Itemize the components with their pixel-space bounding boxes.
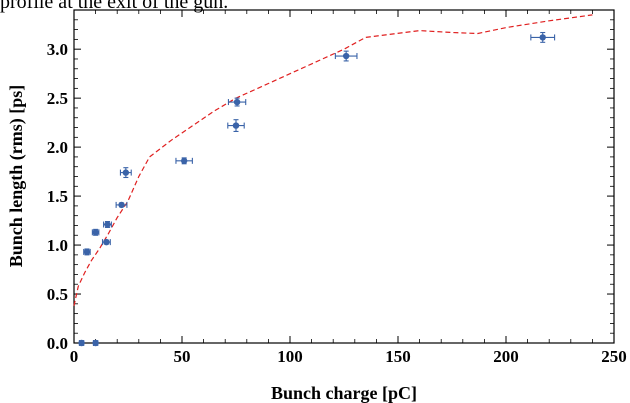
y-tick-label: 2.5 — [47, 89, 68, 108]
data-point-marker — [180, 157, 188, 165]
data-point — [115, 201, 128, 209]
y-tick-labels: 0.0 0.5 1.0 1.5 2.0 2.5 3.0 — [47, 40, 68, 353]
data-point — [175, 157, 193, 165]
y-tick-label: 1.0 — [47, 236, 68, 255]
data-point-marker — [83, 248, 91, 256]
y-tick-label: 1.5 — [47, 187, 68, 206]
data-point — [78, 339, 85, 347]
data-point-marker — [103, 238, 110, 246]
data-point — [92, 339, 99, 347]
data-point — [83, 248, 91, 256]
x-tick-label: 0 — [70, 347, 79, 366]
data-point-marker — [92, 229, 99, 236]
data-point — [334, 50, 358, 62]
data-point — [101, 238, 111, 246]
data-point — [530, 31, 556, 43]
data-point-marker — [122, 169, 130, 176]
x-axis-title: Bunch charge [pC] — [271, 383, 417, 403]
data-point — [227, 119, 245, 132]
axis-ticks — [73, 10, 615, 344]
data-point — [103, 221, 112, 228]
simulation-dashed-line — [73, 14, 593, 306]
data-point-marker — [539, 34, 546, 41]
x-tick-label: 100 — [277, 347, 303, 366]
y-tick-label: 2.0 — [47, 138, 68, 157]
simulation-line-layer — [73, 14, 593, 306]
x-tick-labels: 0 50 100 150 200 250 — [70, 347, 627, 366]
data-point — [91, 228, 100, 236]
x-tick-label: 150 — [385, 347, 411, 366]
y-tick-label: 0.5 — [47, 285, 68, 304]
x-tick-label: 250 — [601, 347, 627, 366]
data-point-marker — [118, 201, 125, 209]
data-point — [227, 97, 247, 107]
data-point-marker — [104, 221, 111, 228]
x-tick-label: 50 — [174, 347, 191, 366]
data-point — [119, 167, 132, 179]
measurement-points-layer — [78, 31, 556, 347]
y-tick-label: 3.0 — [47, 40, 68, 59]
data-point-marker — [78, 339, 85, 347]
plot-frame — [73, 9, 615, 344]
data-point-marker — [92, 339, 99, 347]
x-tick-label: 200 — [493, 347, 519, 366]
y-axis-title: Bunch length (rms) [ps] — [6, 85, 27, 268]
y-tick-label: 0.0 — [47, 334, 68, 353]
data-point-marker — [232, 122, 240, 129]
data-point-marker — [233, 98, 241, 106]
data-point-marker — [342, 52, 350, 60]
